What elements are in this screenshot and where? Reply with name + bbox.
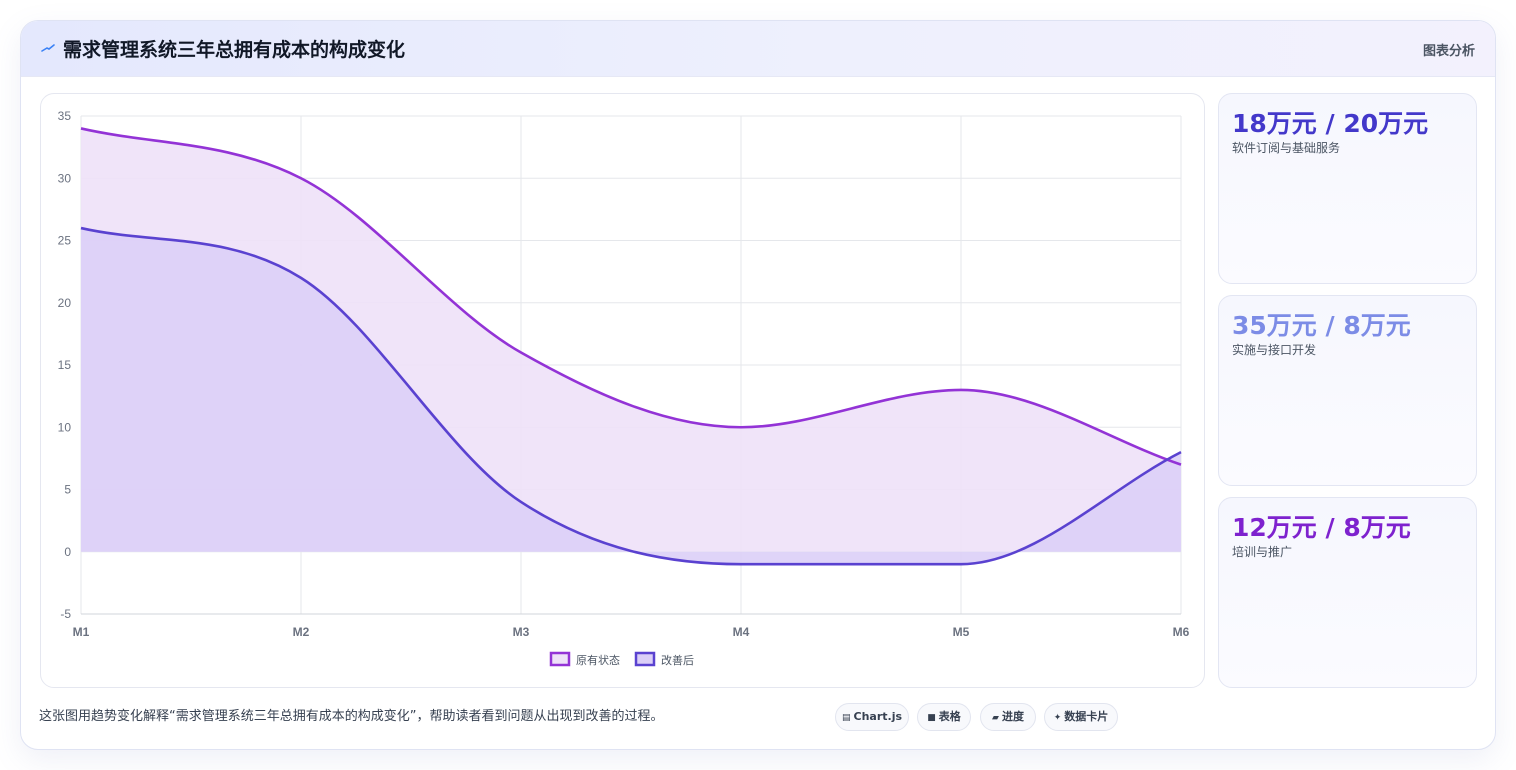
y-tick-label: 35 — [58, 109, 72, 123]
series-line — [80, 226, 1182, 566]
metric-label: 实施与接口开发 — [1232, 343, 1317, 357]
chart-icon: ▤ — [841, 713, 851, 723]
pill-label: Chart.js — [853, 710, 903, 723]
series-area — [81, 228, 1181, 565]
x-tick-label: M2 — [293, 625, 310, 639]
trend-icon — [41, 44, 55, 52]
main-card: 需求管理系统三年总拥有成本的构成变化 图表分析 -5 0 5 10 15 20 25 30 35… — [20, 20, 1496, 750]
y-tick-label: 15 — [58, 358, 72, 372]
area-chart: -5 0 5 10 15 20 25 30 35 M1 M2 M3 M4 M5 M6 原有状态 改善后 — [58, 109, 1190, 667]
series-line — [80, 127, 1182, 466]
table-icon: ■ — [927, 713, 936, 723]
pill-chartjs[interactable]: ▤ Chart.js — [835, 703, 909, 731]
metric-label: 培训与推广 — [1232, 545, 1293, 559]
pill-progress[interactable]: ▰ 进度 — [980, 703, 1036, 731]
legend-label: 改善后 — [661, 653, 694, 667]
y-tick-label: 25 — [58, 234, 72, 248]
metric-value: 12万元 / 8万元 — [1232, 513, 1411, 542]
chart-description: 这张图用趋势变化解释“需求管理系统三年总拥有成本的构成变化”，帮助读者看到问题从… — [39, 709, 664, 724]
y-tick-label: 10 — [58, 420, 72, 434]
chart-analysis-tag: 图表分析 — [1422, 44, 1475, 59]
pill-label: 表格 — [938, 710, 961, 723]
x-tick-label: M6 — [1173, 625, 1190, 639]
pill-label: 进度 — [1001, 710, 1024, 723]
pill-label: 数据卡片 — [1064, 710, 1109, 723]
x-tick-label: M5 — [953, 625, 970, 639]
y-tick-label: 20 — [58, 296, 72, 310]
legend-swatch — [634, 651, 656, 667]
legend-label: 原有状态 — [576, 653, 620, 667]
metric-card-training: 12万元 / 8万元 培训与推广 — [1218, 497, 1477, 688]
page-title: 需求管理系统三年总拥有成本的构成变化 — [63, 39, 406, 61]
metric-value: 35万元 / 8万元 — [1232, 311, 1411, 340]
y-tick-label: -5 — [60, 607, 71, 621]
metric-card-implementation: 35万元 / 8万元 实施与接口开发 — [1218, 295, 1477, 486]
sparkle-icon: ✦ — [1053, 713, 1062, 723]
x-tick-label: M4 — [733, 625, 750, 639]
header-bar: 需求管理系统三年总拥有成本的构成变化 图表分析 — [21, 21, 1495, 77]
x-tick-label: M3 — [513, 625, 530, 639]
metric-label: 软件订阅与基础服务 — [1232, 141, 1341, 155]
pill-table[interactable]: ■ 表格 — [917, 703, 971, 731]
y-tick-label: 30 — [58, 171, 72, 185]
legend-swatch — [549, 651, 571, 667]
progress-icon: ▰ — [992, 713, 999, 723]
x-tick-label: M1 — [73, 625, 90, 639]
metric-value: 18万元 / 20万元 — [1232, 109, 1429, 138]
pill-data-card[interactable]: ✦ 数据卡片 — [1044, 703, 1118, 731]
metric-card-software: 18万元 / 20万元 软件订阅与基础服务 — [1218, 93, 1477, 284]
y-tick-label: 5 — [64, 483, 71, 497]
y-tick-label: 0 — [64, 545, 71, 559]
chart-panel: -5 0 5 10 15 20 25 30 35 M1 M2 M3 M4 M5 M6 原有状态 改善后 — [40, 93, 1205, 688]
